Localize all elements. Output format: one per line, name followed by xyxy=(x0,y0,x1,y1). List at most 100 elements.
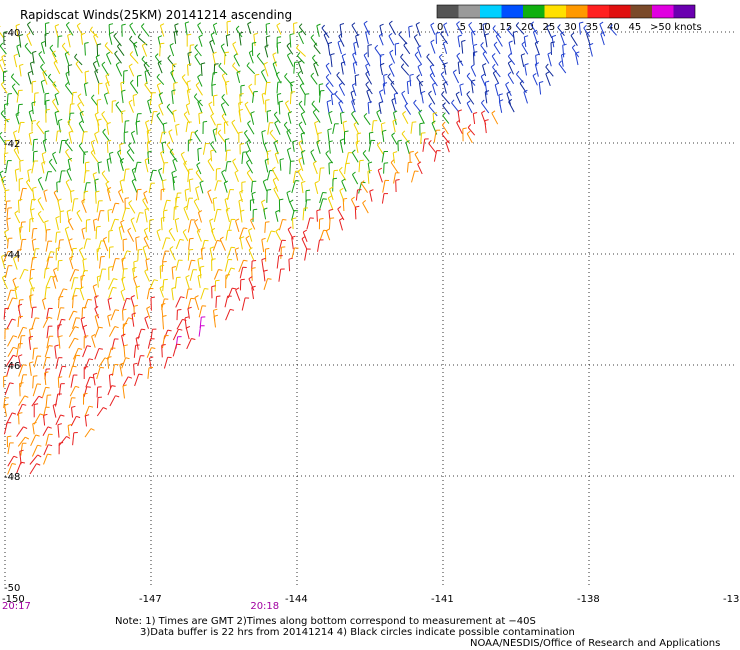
wind-barb-feather xyxy=(248,247,253,251)
wind-barb xyxy=(98,268,103,282)
wind-barb-feather xyxy=(209,39,214,43)
wind-barb-feather xyxy=(535,62,540,65)
wind-barb xyxy=(225,267,232,280)
wind-barb-feather xyxy=(388,63,393,67)
wind-barb-feather xyxy=(393,151,398,154)
wind-barb-feather xyxy=(211,285,216,288)
wind-barb-feather xyxy=(144,81,148,85)
wind-barb xyxy=(46,326,49,339)
wind-barb-feather xyxy=(195,186,200,189)
wind-barb xyxy=(530,24,538,35)
wind-barb-feather xyxy=(328,110,333,114)
wind-barb-feather xyxy=(579,21,584,24)
wind-barb xyxy=(106,123,110,135)
wind-barb xyxy=(393,172,396,184)
wind-barb xyxy=(484,82,488,96)
wind-barb xyxy=(0,31,4,38)
wind-barb xyxy=(107,315,111,327)
wind-barb-feather xyxy=(175,217,180,221)
legend-swatch xyxy=(609,5,631,18)
wind-barb-feather xyxy=(310,149,315,153)
wind-barb-feather xyxy=(182,229,187,233)
wind-barb-feather xyxy=(29,218,34,220)
wind-barb xyxy=(158,105,164,116)
wind-barb-feather xyxy=(310,72,315,77)
wind-barb xyxy=(401,93,408,104)
wind-barb-feather xyxy=(499,99,504,102)
wind-barb xyxy=(144,271,150,282)
wind-barb xyxy=(108,24,111,35)
wind-barb-feather xyxy=(274,120,279,124)
wind-barb xyxy=(586,33,591,45)
wind-barb-feather xyxy=(550,41,556,44)
wind-barb xyxy=(47,76,57,87)
wind-barb-feather xyxy=(481,99,485,104)
wind-barb xyxy=(61,45,70,56)
wind-barb xyxy=(351,174,359,185)
wind-barb xyxy=(159,266,162,279)
wind-barb xyxy=(57,424,60,438)
wind-barb xyxy=(484,91,488,104)
wind-barb xyxy=(187,219,192,233)
wind-barb-feather xyxy=(240,236,245,239)
wind-barb-feather xyxy=(363,113,368,117)
wind-barb-feather xyxy=(50,251,55,253)
wind-barb-feather xyxy=(213,308,218,311)
wind-barb xyxy=(392,152,395,164)
wind-barb-feather xyxy=(429,72,434,76)
wind-barb xyxy=(197,24,204,35)
wind-barb xyxy=(84,415,87,427)
wind-barb xyxy=(538,82,542,95)
wind-barb xyxy=(365,84,373,95)
wind-barb xyxy=(508,101,515,113)
wind-barb-feather xyxy=(221,112,226,117)
wind-barb xyxy=(187,169,190,183)
wind-barb xyxy=(4,382,11,396)
wind-barb xyxy=(534,43,540,56)
wind-barb-feather xyxy=(128,200,133,204)
wind-barb-feather xyxy=(325,82,330,86)
wind-barb xyxy=(172,111,176,123)
wind-barb-feather xyxy=(187,88,192,91)
wind-barb xyxy=(6,219,9,231)
wind-barb-feather xyxy=(494,82,500,86)
wind-barb xyxy=(0,45,7,55)
wind-barb xyxy=(200,63,203,77)
wind-barb xyxy=(29,295,32,309)
wind-barb-feather xyxy=(290,81,295,84)
wind-barb xyxy=(284,76,294,87)
wind-barb-feather xyxy=(484,119,489,122)
wind-barb-feather xyxy=(194,218,199,223)
y-tick-label: -44 xyxy=(4,250,20,261)
wind-barb-feather xyxy=(41,161,46,164)
wind-barb xyxy=(43,444,49,456)
wind-barb xyxy=(72,296,74,309)
wind-barb xyxy=(198,325,202,337)
wind-barb xyxy=(298,33,304,45)
wind-barb xyxy=(420,133,422,145)
wind-barb-feather xyxy=(84,82,89,85)
wind-barb-feather xyxy=(43,413,48,416)
wind-barb xyxy=(297,55,305,64)
wind-barb-feather xyxy=(319,83,324,86)
wind-barb-feather xyxy=(287,52,291,56)
wind-barb xyxy=(103,94,108,105)
wind-barb xyxy=(442,42,448,54)
wind-barb xyxy=(199,267,202,279)
wind-barb-feather xyxy=(31,101,36,104)
wind-barb-feather xyxy=(440,30,444,35)
wind-barb xyxy=(42,72,48,85)
wind-barb xyxy=(17,250,19,262)
wind-barb xyxy=(81,131,85,144)
wind-barb xyxy=(52,405,57,418)
wind-barb xyxy=(362,202,369,214)
wind-barb-feather xyxy=(189,178,194,181)
wind-barb xyxy=(42,357,47,369)
wind-barb-feather xyxy=(108,23,114,26)
wind-barb xyxy=(413,102,422,113)
wind-barb xyxy=(65,24,74,36)
wind-barb xyxy=(345,152,349,165)
wind-barb xyxy=(253,34,256,46)
wind-barb-feather xyxy=(126,250,131,253)
wind-barb-feather xyxy=(131,167,137,171)
